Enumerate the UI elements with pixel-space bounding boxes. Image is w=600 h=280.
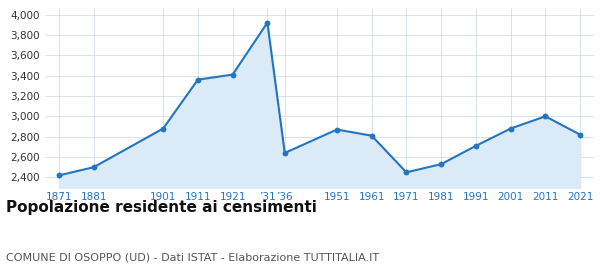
Text: Popolazione residente ai censimenti: Popolazione residente ai censimenti <box>6 200 317 215</box>
Text: COMUNE DI OSOPPO (UD) - Dati ISTAT - Elaborazione TUTTITALIA.IT: COMUNE DI OSOPPO (UD) - Dati ISTAT - Ela… <box>6 252 379 262</box>
Point <box>506 126 515 131</box>
Point <box>263 20 272 25</box>
Point <box>332 127 341 132</box>
Point <box>228 72 238 77</box>
Point <box>158 126 168 131</box>
Point <box>89 165 98 169</box>
Point <box>54 173 64 178</box>
Point <box>367 134 376 138</box>
Point <box>575 132 585 137</box>
Point <box>541 114 550 118</box>
Point <box>401 170 411 174</box>
Point <box>436 162 446 166</box>
Point <box>193 78 203 82</box>
Point <box>280 151 290 155</box>
Point <box>471 144 481 148</box>
